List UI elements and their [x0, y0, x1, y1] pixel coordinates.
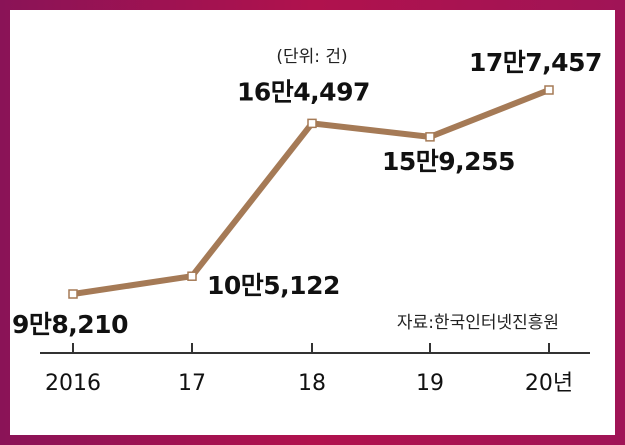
data-label-layer: 9만8,210 10만5,122 16만4,497 15만9,255 17만7,457 — [12, 48, 602, 339]
x-tick-label: 2016 — [45, 371, 101, 396]
data-point — [68, 289, 78, 299]
data-point — [544, 85, 554, 95]
data-point — [187, 271, 197, 281]
x-tick-label: 17 — [178, 371, 206, 396]
source-note: 자료:한국인터넷진흥원 — [397, 313, 559, 333]
x-tick-label: 20년 — [525, 371, 573, 396]
x-tick-label: 18 — [298, 371, 326, 396]
series-layer — [68, 85, 554, 299]
x-axis: 2016 17 18 19 20년 — [40, 343, 590, 396]
data-point — [425, 132, 435, 142]
data-label: 15만9,255 — [382, 147, 515, 176]
data-label: 10만5,122 — [207, 271, 340, 300]
data-point — [307, 118, 317, 129]
data-label: 16만4,497 — [237, 77, 370, 106]
line-chart: (단위: 건) 자료:한국인터넷진흥원 2016 17 18 19 20년 9만8,21… — [12, 47, 602, 396]
data-label: 17만7,457 — [469, 48, 602, 77]
x-tick-label: 19 — [416, 371, 444, 396]
unit-note: (단위: 건) — [276, 47, 347, 67]
chart-frame: (단위: 건) 자료:한국인터넷진흥원 2016 17 18 19 20년 9만8,21… — [10, 10, 615, 435]
data-label: 9만8,210 — [12, 310, 128, 339]
